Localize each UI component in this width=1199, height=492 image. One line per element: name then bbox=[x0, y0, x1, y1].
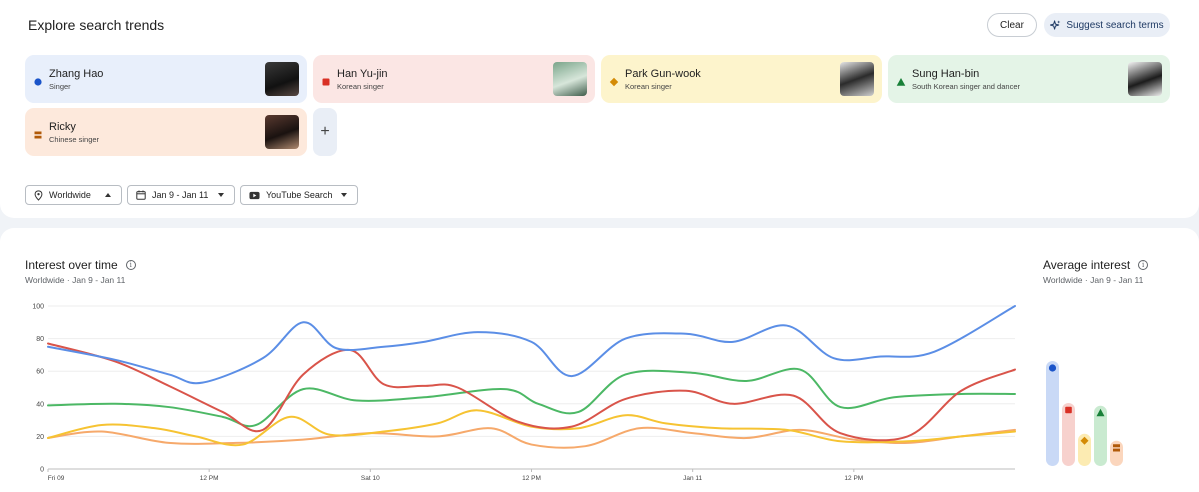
average-bar[interactable] bbox=[1062, 403, 1075, 466]
average-bar[interactable] bbox=[1046, 361, 1059, 466]
search-term-name: Sung Han-bin bbox=[912, 68, 980, 80]
search-term-thumbnail bbox=[1128, 62, 1162, 96]
search-term-name: Park Gun-wook bbox=[625, 68, 701, 80]
suggest-search-terms-button[interactable]: Suggest search terms bbox=[1044, 13, 1170, 37]
interest-over-time-subtitle: Worldwide · Jan 9 - Jan 11 bbox=[25, 275, 126, 285]
search-term-description: Singer bbox=[49, 82, 71, 91]
y-tick-label: 20 bbox=[36, 434, 44, 441]
x-tick-label: Jan 11 bbox=[683, 475, 702, 482]
series-line-park-gun-wook bbox=[47, 409, 1016, 447]
property-filter-label: YouTube Search bbox=[266, 190, 333, 200]
search-term-name: Zhang Hao bbox=[49, 68, 104, 80]
search-term-card[interactable]: Ricky Chinese singer bbox=[25, 108, 307, 156]
series-line-sung-han-bin bbox=[47, 367, 1016, 428]
date-filter[interactable]: Jan 9 - Jan 11 bbox=[127, 185, 235, 205]
search-term-thumbnail bbox=[265, 62, 299, 96]
search-term-name: Han Yu-jin bbox=[337, 68, 388, 80]
average-interest-chart[interactable] bbox=[1030, 328, 1150, 473]
region-filter-label: Worldwide bbox=[49, 190, 91, 200]
diamond-marker-icon bbox=[1080, 436, 1089, 445]
circle-marker-icon bbox=[33, 74, 43, 86]
x-tick-label: Fri 09 bbox=[48, 475, 65, 482]
stack-marker-icon bbox=[33, 127, 43, 139]
property-filter[interactable]: YouTube Search bbox=[240, 185, 358, 205]
search-term-description: Chinese singer bbox=[49, 135, 100, 144]
calendar-icon bbox=[136, 190, 146, 200]
search-term-thumbnail bbox=[265, 115, 299, 149]
y-tick-label: 40 bbox=[36, 401, 44, 408]
location-pin-icon bbox=[34, 189, 43, 201]
circle-marker-icon bbox=[1048, 364, 1057, 372]
caret-up-icon bbox=[105, 193, 111, 197]
average-interest-title: Average interest bbox=[1043, 258, 1131, 272]
square-marker-icon bbox=[321, 74, 331, 86]
y-tick-label: 0 bbox=[40, 467, 44, 474]
info-icon[interactable]: i bbox=[1138, 260, 1149, 270]
average-bar[interactable] bbox=[1094, 405, 1107, 466]
clear-button[interactable]: Clear bbox=[987, 13, 1037, 37]
average-interest-subtitle: Worldwide · Jan 9 - Jan 11 bbox=[1043, 275, 1144, 285]
info-icon[interactable]: i bbox=[125, 260, 136, 270]
y-tick-label: 60 bbox=[36, 369, 44, 376]
search-term-card[interactable]: Han Yu-jin Korean singer bbox=[313, 55, 595, 103]
date-filter-label: Jan 9 - Jan 11 bbox=[152, 190, 209, 200]
x-tick-label: 12 PM bbox=[522, 475, 541, 482]
suggest-label: Suggest search terms bbox=[1066, 19, 1164, 31]
diamond-marker-icon bbox=[609, 74, 619, 87]
plus-icon: + bbox=[320, 123, 330, 140]
series-line-han-yu-jin bbox=[47, 342, 1016, 442]
search-term-description: Korean singer bbox=[625, 82, 672, 91]
add-term-button[interactable]: + bbox=[313, 108, 337, 156]
square-marker-icon bbox=[1065, 406, 1072, 414]
search-terms-panel: Explore search trends Clear Suggest sear… bbox=[0, 0, 1199, 218]
y-tick-label: 80 bbox=[36, 336, 44, 343]
youtube-icon bbox=[249, 191, 260, 199]
series-line-zhang-hao bbox=[47, 305, 1016, 385]
series-line-ricky bbox=[47, 426, 1016, 449]
interest-over-time-chart[interactable]: 0 20 40 60 80 100 Fri 09 12 PM Sat 10 12 PM Jan 11… bbox=[0, 298, 1030, 488]
search-term-description: Korean singer bbox=[337, 82, 384, 91]
triangle-marker-icon bbox=[896, 74, 906, 86]
average-interest-header: Average interest i bbox=[1043, 258, 1149, 272]
search-term-card[interactable]: Park Gun-wook Korean singer bbox=[601, 55, 882, 103]
interest-over-time-header: Interest over time i bbox=[25, 258, 136, 272]
caret-down-icon bbox=[218, 193, 224, 197]
caret-down-icon bbox=[341, 193, 347, 197]
search-term-card[interactable]: Sung Han-bin South Korean singer and danc… bbox=[888, 55, 1170, 103]
triangle-marker-icon bbox=[1096, 408, 1105, 417]
sparkle-icon bbox=[1050, 19, 1061, 30]
x-tick-label: 12 PM bbox=[200, 475, 219, 482]
search-term-name: Ricky bbox=[49, 121, 76, 133]
search-term-card[interactable]: Zhang Hao Singer bbox=[25, 55, 307, 103]
stack-marker-icon bbox=[1113, 444, 1120, 452]
x-tick-label: Sat 10 bbox=[361, 475, 380, 482]
interest-over-time-title: Interest over time bbox=[25, 258, 118, 272]
y-tick-label: 100 bbox=[32, 304, 44, 311]
page-title: Explore search trends bbox=[28, 17, 165, 33]
x-tick-label: 12 PM bbox=[844, 475, 863, 482]
search-term-description: South Korean singer and dancer bbox=[912, 82, 1020, 91]
average-bar[interactable] bbox=[1078, 433, 1091, 466]
search-term-thumbnail bbox=[840, 62, 874, 96]
charts-panel: Interest over time i Worldwide · Jan 9 -… bbox=[0, 228, 1199, 492]
search-term-thumbnail bbox=[553, 62, 587, 96]
region-filter[interactable]: Worldwide bbox=[25, 185, 122, 205]
